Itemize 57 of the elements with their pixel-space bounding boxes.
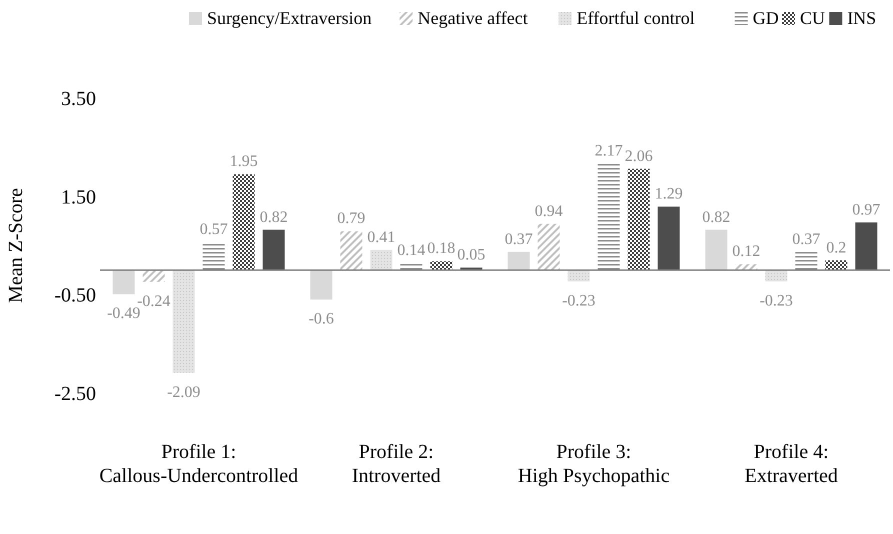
bar	[370, 250, 392, 270]
data-label: 1.29	[654, 186, 683, 203]
data-label: 0.05	[457, 246, 486, 264]
data-label: 2.06	[624, 148, 653, 165]
x-tick-label: Profile 1: Callous-Undercontrolled	[99, 441, 298, 487]
data-label: -0.49	[107, 305, 140, 322]
data-label: 0.57	[200, 221, 228, 238]
y-tick-label: 1.50	[61, 186, 96, 208]
legend-label: Surgency/Extraversion	[207, 8, 372, 28]
y-axis-title: Mean Z-Score	[5, 188, 27, 303]
data-label: 0.14	[397, 242, 426, 260]
bar	[430, 261, 452, 270]
data-label: 0.97	[852, 201, 880, 218]
bar	[142, 270, 165, 282]
bar	[232, 174, 255, 270]
legend-label: INS	[847, 8, 876, 28]
data-label: -2.09	[167, 384, 200, 401]
bar	[765, 270, 788, 282]
data-label: -0.6	[308, 310, 334, 328]
bar	[855, 222, 878, 270]
y-tick-label: -2.50	[54, 383, 96, 405]
x-tick-label: Profile 4: Extraverted	[744, 441, 838, 487]
bar	[112, 270, 135, 294]
bar	[825, 260, 848, 270]
legend-label: CU	[800, 8, 826, 28]
bar	[735, 264, 758, 270]
bar	[628, 168, 650, 270]
y-tick-label: 3.50	[61, 88, 96, 110]
x-tick-label: Profile 3: High Psychopathic	[518, 441, 670, 487]
data-label: 0.37	[792, 230, 820, 248]
data-label: 0.18	[427, 240, 456, 258]
legend-label: Effortful control	[576, 8, 695, 28]
data-label: 0.82	[702, 208, 730, 226]
bar	[658, 206, 680, 270]
legend-label: GD	[752, 8, 779, 28]
data-label: -0.23	[562, 292, 596, 310]
data-label: 0.12	[732, 243, 760, 260]
data-label: -0.23	[760, 292, 793, 310]
bar	[508, 252, 530, 270]
data-label: 0.2	[826, 239, 846, 256]
bar	[568, 270, 590, 282]
data-label: 1.95	[230, 153, 258, 170]
data-label: 0.82	[260, 208, 288, 226]
bar	[538, 224, 560, 270]
data-label: 2.17	[594, 142, 623, 160]
legend-label: Negative affect	[418, 8, 528, 28]
bar	[310, 270, 332, 300]
data-label: 0.37	[504, 230, 533, 248]
bar	[705, 230, 728, 270]
data-label: 0.79	[337, 210, 366, 228]
y-tick-label: -0.50	[54, 284, 96, 307]
bar	[172, 270, 195, 373]
bar	[262, 230, 285, 270]
data-label: 0.41	[367, 228, 396, 246]
x-tick-label: Profile 2: Introverted	[352, 441, 441, 487]
data-label: 0.94	[534, 202, 563, 220]
bar	[340, 231, 362, 270]
